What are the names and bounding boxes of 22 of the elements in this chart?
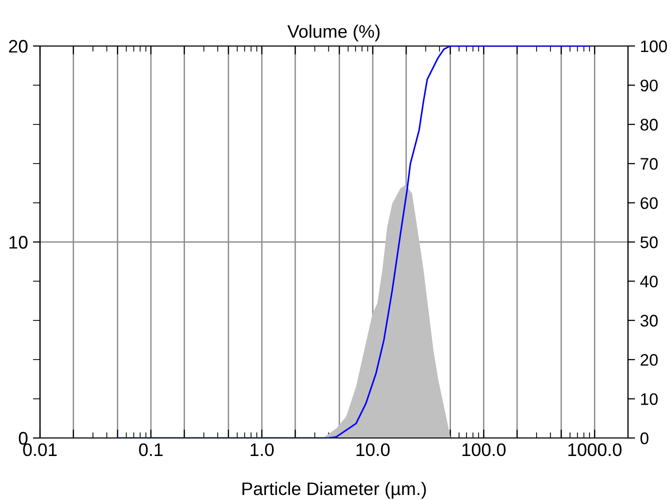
y2-tick-label: 80 [640, 118, 658, 131]
y-tick-label: 10 [9, 236, 28, 249]
x-tick-label: 1000.0 [568, 443, 622, 456]
x-tick-label: 1.0 [250, 443, 274, 456]
y2-tick-label: 50 [640, 236, 658, 248]
y-tick-label: 0 [18, 432, 28, 445]
x-tick-label: 10.0 [356, 443, 390, 456]
y2-tick-label: 100 [641, 40, 667, 52]
y2-tick-label: 40 [640, 276, 658, 288]
y2-tick-label: 60 [640, 197, 658, 210]
x-axis-title: Particle Diameter (µm.) [242, 482, 426, 499]
x-tick-label: 0.01 [23, 443, 57, 456]
y2-tick-label: 20 [640, 354, 658, 366]
x-tick-label: 0.1 [139, 443, 163, 456]
y2-tick-label: 70 [640, 158, 658, 170]
y-tick-label: 20 [9, 40, 28, 53]
chart-title: Volume (%) [287, 24, 380, 42]
y2-tick-label: 30 [640, 314, 658, 327]
y2-tick-label: 90 [640, 80, 658, 92]
x-tick-label: 100.0 [462, 443, 506, 456]
y2-tick-label: 10 [641, 393, 658, 406]
y2-tick-label: 0 [640, 432, 648, 444]
